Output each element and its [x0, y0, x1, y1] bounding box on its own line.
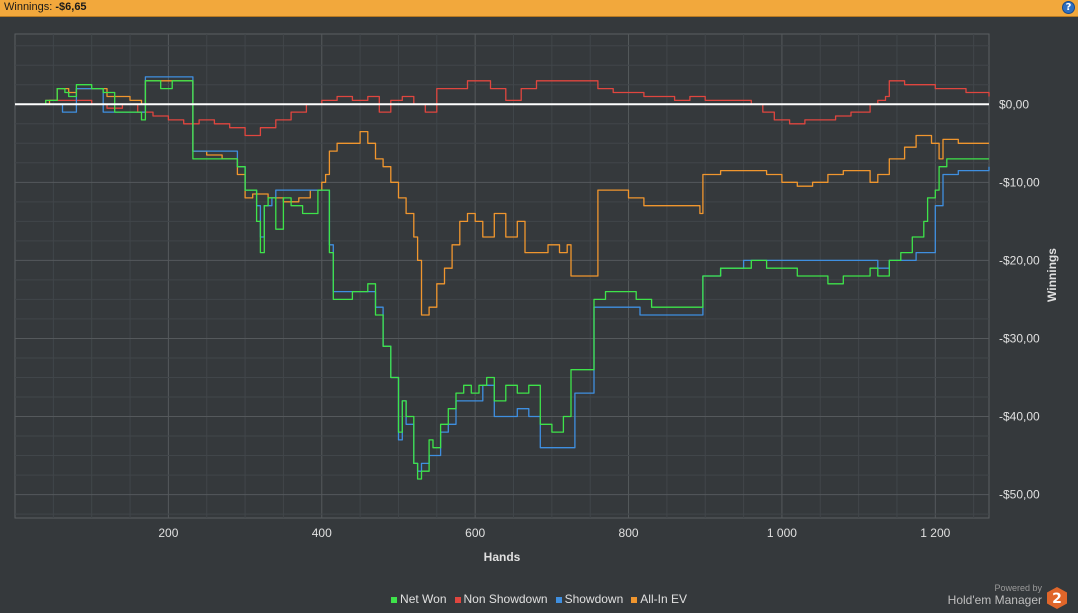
x-axis-ticks: 200 400 600 800 1 000 1 200 — [158, 526, 950, 540]
y-axis-ticks: $0,00 -$10,00 -$20,00 -$30,00 -$40,00 -$50,00 — [999, 97, 1040, 501]
legend-swatch — [555, 596, 562, 603]
winnings-summary: Winnings: -$6,65 — [4, 1, 87, 13]
legend-label: All-In EV — [640, 592, 687, 606]
legend-label: Net Won — [400, 592, 447, 606]
y-tick-label: -$20,00 — [999, 253, 1040, 267]
y-tick-label: -$50,00 — [999, 488, 1040, 502]
help-icon[interactable]: ? — [1062, 1, 1075, 14]
winnings-label: Winnings: — [4, 1, 53, 13]
legend-swatch — [454, 596, 461, 603]
x-tick-label: 600 — [465, 526, 485, 540]
hm2-logo-icon: 2 — [1047, 587, 1067, 609]
y-tick-label: -$40,00 — [999, 410, 1040, 424]
x-tick-label: 1 200 — [920, 526, 950, 540]
non-showdown-line — [15, 80, 990, 137]
y-tick-label: -$10,00 — [999, 175, 1040, 189]
branding: Powered by Hold'em Manager — [948, 583, 1042, 607]
hm2-logo-text: 2 — [1052, 591, 1062, 607]
winnings-chart: 200 400 600 800 1 000 1 200 $0,00 -$10,00 -$20,… — [14, 33, 1059, 564]
x-tick-label: 800 — [619, 526, 639, 540]
x-tick-label: 400 — [312, 526, 332, 540]
legend-label: Showdown — [564, 592, 624, 606]
net-won-line — [15, 80, 989, 480]
legend-swatch — [391, 596, 398, 603]
x-axis-label: Hands — [484, 550, 521, 564]
x-tick-label: 200 — [158, 526, 178, 540]
title-bar: Winnings: -$6,65 ? — [0, 0, 1078, 17]
legend-label: Non Showdown — [463, 592, 548, 606]
powered-by-label: Powered by — [994, 583, 1042, 593]
x-tick-label: 1 000 — [767, 526, 797, 540]
y-tick-label: -$30,00 — [999, 331, 1040, 345]
legend-swatch — [631, 596, 638, 603]
legend-item-showdown[interactable]: Showdown — [555, 592, 624, 606]
legend-item-non-showdown[interactable]: Non Showdown — [454, 592, 548, 606]
legend-item-all-in-ev[interactable]: All-In EV — [631, 592, 687, 606]
y-axis-label: Winnings — [1045, 248, 1059, 302]
legend-item-net-won[interactable]: Net Won — [391, 592, 447, 606]
chart-legend: Net Won Non Showdown Showdown All-In EV — [0, 592, 1078, 606]
series-lines — [15, 76, 990, 480]
y-tick-label: $0,00 — [999, 97, 1029, 111]
winnings-value: -$6,65 — [55, 1, 87, 13]
product-name: Hold'em Manager — [947, 593, 1042, 607]
